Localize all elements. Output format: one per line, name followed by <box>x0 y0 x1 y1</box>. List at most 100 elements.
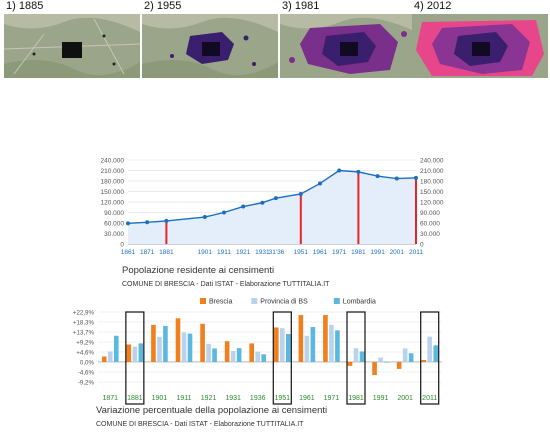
map-label: 2) 1955 <box>142 0 184 13</box>
map-image-1981 <box>280 14 416 78</box>
x-tick-label: 1911 <box>217 249 231 256</box>
x-tick-label: 2001 <box>397 395 413 402</box>
bar-chart-subtitle: COMUNE DI BRESCIA - Dati ISTAT - Elabora… <box>96 421 304 428</box>
bar-provincia-di-bs-1901 <box>157 336 162 362</box>
x-tick-label: 1931 <box>255 249 270 256</box>
x-tick-label: 1961 <box>313 249 328 256</box>
line-chart-highlights <box>165 171 417 244</box>
x-tick-label: 1931 <box>225 395 241 402</box>
y-tick-label-right: 30.000 <box>420 231 440 238</box>
bar-lombardia-1961 <box>310 327 316 362</box>
bar-chart-highlight-boxes <box>125 311 440 405</box>
bar-lombardia-1901 <box>163 325 168 362</box>
bar-brescia-1971 <box>323 315 328 362</box>
x-tick-label: 1991 <box>370 249 385 256</box>
x-tick-label: 1951 <box>294 249 309 256</box>
bar-lombardia-2011 <box>433 345 439 362</box>
bar-lombardia-1881 <box>138 343 144 362</box>
y-tick-label: -4,6% <box>78 370 95 377</box>
bar-brescia-2001 <box>396 361 402 369</box>
x-tick-label: 1961 <box>299 395 315 402</box>
area-fill <box>128 170 416 244</box>
bar-brescia-1871 <box>101 356 107 362</box>
line-chart-subtitle: COMUNE DI BRESCIA - Dati ISTAT - Elabora… <box>122 281 330 288</box>
data-point-1961 <box>318 181 322 186</box>
y-tick-label: +13,7% <box>73 330 95 337</box>
bar-lombardia-2001 <box>408 353 414 362</box>
line-chart-x-ticks: 1861 1871 1881 1901 1911 1921 1931'31'36 1951 19… <box>121 249 424 256</box>
x-tick-label: 1871 <box>102 395 118 402</box>
x-tick-label: 1936 <box>250 395 266 402</box>
y-tick-label-right: 120.000 <box>420 200 444 207</box>
y-tick-label: 90.000 <box>104 210 124 217</box>
x-tick-label: 2011 <box>409 249 423 256</box>
bar-provincia-di-bs-1961 <box>304 335 310 362</box>
highlight-box-1981 <box>346 311 366 405</box>
bar-lombardia-1936 <box>261 354 267 362</box>
line-chart-title: Popolazione residente ai censimenti <box>122 265 274 276</box>
y-tick-label: -9,2% <box>78 380 95 387</box>
map-label: 1) 1885 <box>4 0 46 13</box>
y-tick-label: 30.000 <box>104 231 124 238</box>
data-point-1931 <box>260 200 265 205</box>
y-tick-label: 0 <box>120 242 124 249</box>
bar-brescia-1981 <box>347 361 353 366</box>
legend-swatch <box>333 298 340 304</box>
y-tick-label: 60.000 <box>104 221 124 228</box>
data-point-1951 <box>298 191 303 196</box>
bar-provincia-di-bs-1871 <box>107 351 113 362</box>
bar-lombardia-1981 <box>359 351 365 362</box>
highlight-box-1951 <box>272 311 292 405</box>
map-panel-1981: 3) 1981 <box>280 0 416 78</box>
bar-provincia-di-bs-1971 <box>329 324 334 362</box>
bar-chart-title: Variazione percentuale della popolazione… <box>96 405 327 416</box>
bar-lombardia-1971 <box>335 330 340 362</box>
bar-brescia-2011 <box>421 359 427 362</box>
bar-chart-y-ticks: +22,9% +18,3% +13,7% +9,2% +4,6% 0,0% -4,6% -9,… <box>73 310 95 387</box>
line-chart-y-ticks: 240.000 210.000 180.000 150.000 120.000 90.00… <box>101 158 125 249</box>
x-tick-label: 1861 <box>121 249 136 256</box>
map-label: 3) 1981 <box>280 0 322 13</box>
x-tick-label: 1921 <box>201 395 217 402</box>
y-tick-label: +9,2% <box>76 340 94 347</box>
population-line-chart: 240.000 210.000 180.000 150.000 120.000 90.00… <box>101 158 444 289</box>
bar-chart-x-ticks: 1871 1881 1901 1911 1921 1931 1936 1951 1961 1971… <box>102 395 437 402</box>
map-image-1955 <box>142 14 278 78</box>
bar-provincia-di-bs-2001 <box>402 348 408 362</box>
bar-brescia-1931 <box>224 341 230 362</box>
highlight-box-1881 <box>125 311 145 405</box>
legend-label: Provincia di BS <box>260 299 308 306</box>
bar-lombardia-1951 <box>285 334 291 362</box>
bar-chart-grid <box>98 311 442 383</box>
x-tick-label: 1991 <box>373 395 389 402</box>
bar-brescia-1911 <box>175 318 181 362</box>
x-tick-label: 1901 <box>198 249 213 256</box>
data-point-1871 <box>145 220 150 225</box>
y-tick-label: 120.000 <box>101 200 125 207</box>
map-panel-1955: 2) 1955 <box>142 0 278 78</box>
y-tick-label-right: 60.000 <box>420 221 440 228</box>
map-image-1885 <box>4 14 140 78</box>
bar-lombardia-1921 <box>212 348 217 362</box>
map-image-2012 <box>412 14 548 78</box>
data-point-1881 <box>164 218 169 223</box>
highlight-box-2011 <box>420 311 440 405</box>
bar-chart-bars <box>101 315 439 376</box>
bar-provincia-di-bs-1881 <box>132 346 138 362</box>
x-tick-label: 1901 <box>152 395 168 402</box>
bar-provincia-di-bs-1951 <box>279 328 285 362</box>
bar-provincia-di-bs-1991 <box>378 357 383 362</box>
data-point-2011 <box>414 175 418 180</box>
data-point-'31'36 <box>273 196 278 201</box>
y-tick-label-right: 210.000 <box>420 168 444 175</box>
bar-lombardia-1931 <box>236 348 242 362</box>
bar-provincia-di-bs-1921 <box>206 343 211 362</box>
y-tick-label-right: 0 <box>420 242 424 249</box>
y-tick-label: 150.000 <box>101 189 125 196</box>
legend-swatch <box>200 298 206 304</box>
x-tick-label: '31'36 <box>267 249 284 256</box>
y-tick-label-right: 90.000 <box>420 210 440 217</box>
bar-brescia-1991 <box>372 361 377 376</box>
y-tick-label: 0,0% <box>80 360 95 367</box>
map-label: 4) 2012 <box>412 0 454 13</box>
